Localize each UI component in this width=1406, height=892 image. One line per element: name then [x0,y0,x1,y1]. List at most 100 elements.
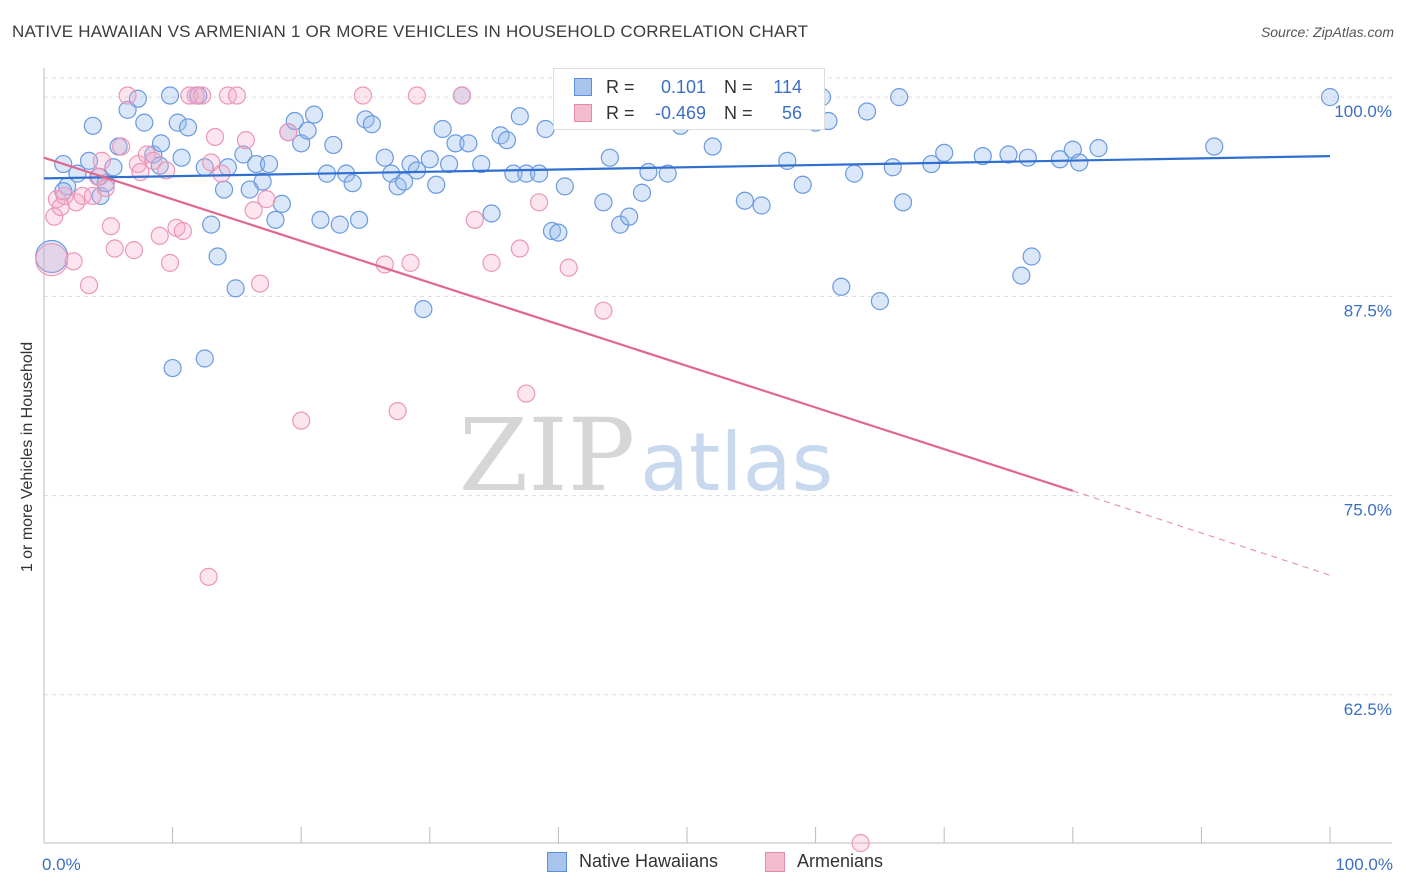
point-native-hawaiian [446,134,465,153]
point-armenian [150,226,169,245]
point-armenian [193,86,212,105]
point-native-hawaiian [304,105,324,124]
legend-label: Armenians [797,851,884,871]
legend-r-label: R = [606,102,635,123]
point-armenian [482,253,501,272]
point-armenian [279,123,298,142]
point-native-hawaiian [999,145,1018,164]
point-armenian [205,127,225,147]
point-armenian [530,193,549,212]
point-armenian [594,301,613,320]
legend-swatch-blue [547,851,567,872]
legend-n-label: N = [724,76,753,97]
point-armenian [851,833,870,853]
legend-item-native-hawaiians[interactable]: Native Hawaiians [547,851,718,872]
chart-title: NATIVE HAWAIIAN VS ARMENIAN 1 OR MORE VE… [12,22,809,41]
point-native-hawaiian [459,134,478,153]
point-armenian [55,186,74,206]
point-native-hawaiian [472,154,491,174]
point-native-hawaiian [311,210,330,229]
point-native-hawaiian [128,89,147,108]
y-tick-label: 75.0% [1344,501,1392,520]
point-armenian [92,151,111,170]
grid-lines [44,77,1392,696]
point-native-hawaiian [135,113,154,132]
point-native-hawaiian [151,134,171,153]
point-native-hawaiian [349,210,369,229]
point-native-hawaiian [845,164,864,183]
point-native-hawaiian [1050,150,1070,169]
point-native-hawaiian [793,175,812,194]
point-native-hawaiian [79,151,99,170]
y-tick-label: 87.5% [1344,301,1392,320]
point-armenian [157,161,176,180]
point-native-hawaiian [1012,266,1031,285]
legend-item-armenians[interactable]: Armenians [765,851,883,872]
point-native-hawaiian [439,154,459,174]
point-armenian [465,210,484,229]
point-native-hawaiian [234,145,253,164]
point-native-hawaiian [195,349,214,368]
point-armenian [160,253,180,272]
point-native-hawaiian [168,113,187,132]
point-native-hawaiian [259,154,279,174]
point-native-hawaiian [482,204,501,223]
y-tick-label: 62.5% [1344,700,1392,719]
point-native-hawaiian [83,116,102,135]
x-tick-label: 100.0% [1335,855,1393,874]
point-native-hawaiian [104,158,123,177]
point-native-hawaiian [433,119,452,139]
point-native-hawaiian [160,86,180,105]
point-armenian [105,239,124,258]
point-native-hawaiian [600,148,619,167]
point-native-hawaiian [298,121,317,140]
point-native-hawaiian [202,215,221,234]
point-armenian [227,86,246,105]
point-native-hawaiian [414,299,433,319]
point-native-hawaiian [118,100,137,119]
trend-line-armenians [43,156,1074,492]
legend-row-native-hawaiians: R = 0.101 N = 114 [574,75,802,99]
point-native-hawaiian [407,161,427,180]
point-armenian [35,243,69,277]
point-armenian [292,411,311,430]
point-native-hawaiian [330,215,349,234]
point-native-hawaiian [285,111,304,131]
point-native-hawaiian [832,277,851,296]
point-native-hawaiian [893,193,913,212]
legend-r-value: -0.469 [654,102,706,123]
correlation-legend: R = 0.101 N = 114 R = -0.469 N = 56 [553,68,825,130]
point-native-hawaiian [343,174,362,193]
point-armenian [212,164,231,183]
legend-label: Native Hawaiians [579,851,719,871]
point-native-hawaiian [214,180,234,199]
point-armenian [180,86,199,105]
point-native-hawaiian [883,158,902,177]
legend-row-armenians: R = -0.469 N = 56 [574,101,802,125]
point-armenian [407,86,427,105]
point-native-hawaiian [497,131,517,150]
point-native-hawaiian [703,137,722,156]
point-native-hawaiian [870,292,890,311]
point-native-hawaiian [639,162,658,182]
point-native-hawaiian [549,223,568,242]
point-native-hawaiian [778,151,797,170]
point-native-hawaiian [555,177,574,196]
point-armenian [79,276,99,295]
point-native-hawaiian [226,279,245,298]
point-native-hawaiian [420,150,439,169]
point-armenian [236,131,256,150]
point-native-hawaiian [594,193,613,212]
watermark-atlas: atlas [640,416,833,509]
trend-line-armenians-extension [1072,490,1331,576]
legend-r-label: R = [606,76,635,97]
point-native-hawaiian [427,175,446,194]
watermark-zip: ZIP [459,397,635,514]
point-native-hawaiian [178,118,198,137]
point-native-hawaiian [1018,148,1037,167]
point-native-hawaiian [1320,88,1340,107]
point-native-hawaiian [935,143,954,163]
point-armenian [186,86,205,105]
point-armenian [101,217,120,236]
